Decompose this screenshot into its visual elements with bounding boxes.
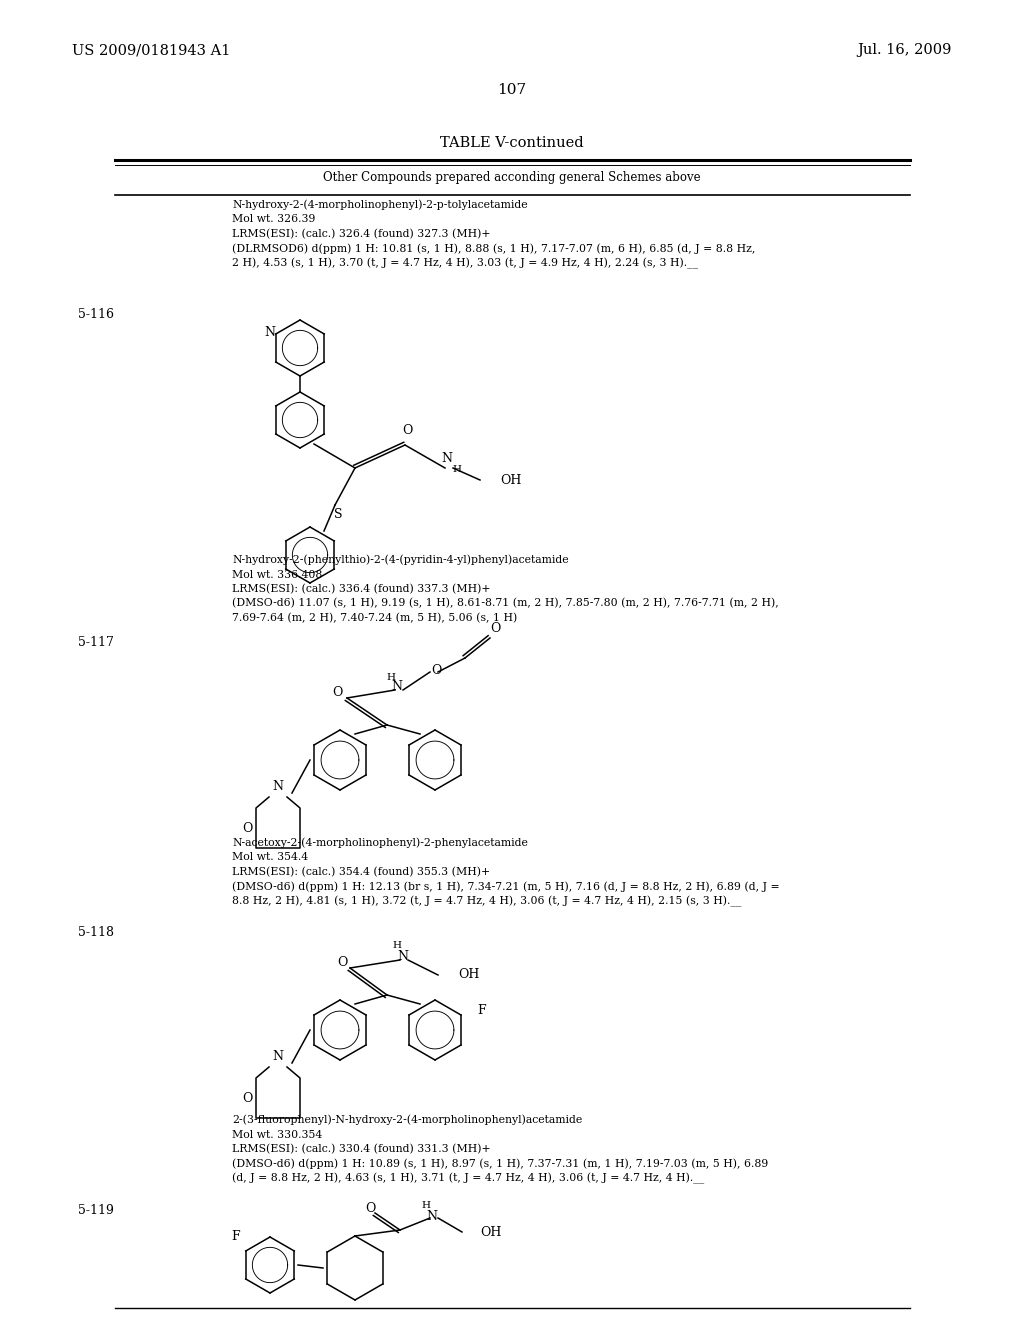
Text: H: H: [453, 466, 462, 474]
Text: N: N: [272, 1049, 284, 1063]
Text: Mol wt. 336.408: Mol wt. 336.408: [232, 569, 323, 579]
Text: TABLE V-continued: TABLE V-continued: [440, 136, 584, 150]
Text: N-hydroxy-2-(phenylthio)-2-(4-(pyridin-4-yl)phenyl)acetamide: N-hydroxy-2-(phenylthio)-2-(4-(pyridin-4…: [232, 554, 568, 565]
Text: N: N: [397, 950, 409, 964]
Text: S: S: [334, 508, 342, 521]
Text: N: N: [427, 1209, 437, 1222]
Text: N: N: [264, 326, 275, 338]
Text: (DMSO-d6) d(ppm) 1 H: 12.13 (br s, 1 H), 7.34-7.21 (m, 5 H), 7.16 (d, J = 8.8 Hz: (DMSO-d6) d(ppm) 1 H: 12.13 (br s, 1 H),…: [232, 882, 779, 892]
Text: 5-118: 5-118: [78, 925, 114, 939]
Text: Mol wt. 354.4: Mol wt. 354.4: [232, 853, 308, 862]
Text: O: O: [431, 664, 441, 676]
Text: H: H: [392, 941, 401, 950]
Text: H: H: [422, 1200, 430, 1209]
Text: 5-117: 5-117: [78, 636, 114, 649]
Text: OH: OH: [500, 474, 521, 487]
Text: (DLRMSOD6) d(ppm) 1 H: 10.81 (s, 1 H), 8.88 (s, 1 H), 7.17-7.07 (m, 6 H), 6.85 (: (DLRMSOD6) d(ppm) 1 H: 10.81 (s, 1 H), 8…: [232, 243, 756, 253]
Text: LRMS(ESI): (calc.) 354.4 (found) 355.3 (MH)+: LRMS(ESI): (calc.) 354.4 (found) 355.3 (…: [232, 867, 490, 878]
Text: Mol wt. 330.354: Mol wt. 330.354: [232, 1130, 323, 1139]
Text: LRMS(ESI): (calc.) 336.4 (found) 337.3 (MH)+: LRMS(ESI): (calc.) 336.4 (found) 337.3 (…: [232, 583, 490, 594]
Text: O: O: [365, 1201, 375, 1214]
Text: N: N: [391, 681, 402, 693]
Text: (d, J = 8.8 Hz, 2 H), 4.63 (s, 1 H), 3.71 (t, J = 4.7 Hz, 4 H), 3.06 (t, J = 4.7: (d, J = 8.8 Hz, 2 H), 4.63 (s, 1 H), 3.7…: [232, 1172, 705, 1184]
Text: F: F: [231, 1230, 240, 1243]
Text: O: O: [489, 622, 500, 635]
Text: Mol wt. 326.39: Mol wt. 326.39: [232, 214, 315, 224]
Text: 8.8 Hz, 2 H), 4.81 (s, 1 H), 3.72 (t, J = 4.7 Hz, 4 H), 3.06 (t, J = 4.7 Hz, 4 H: 8.8 Hz, 2 H), 4.81 (s, 1 H), 3.72 (t, J …: [232, 895, 741, 907]
Text: 5-116: 5-116: [78, 309, 114, 322]
Text: O: O: [242, 821, 252, 834]
Text: (DMSO-d6) d(ppm) 1 H: 10.89 (s, 1 H), 8.97 (s, 1 H), 7.37-7.31 (m, 1 H), 7.19-7.: (DMSO-d6) d(ppm) 1 H: 10.89 (s, 1 H), 8.…: [232, 1158, 768, 1168]
Text: (DMSO-d6) 11.07 (s, 1 H), 9.19 (s, 1 H), 8.61-8.71 (m, 2 H), 7.85-7.80 (m, 2 H),: (DMSO-d6) 11.07 (s, 1 H), 9.19 (s, 1 H),…: [232, 598, 778, 609]
Text: N-acetoxy-2-(4-morpholinophenyl)-2-phenylacetamide: N-acetoxy-2-(4-morpholinophenyl)-2-pheny…: [232, 838, 528, 849]
Text: 5-119: 5-119: [78, 1204, 114, 1217]
Text: OH: OH: [480, 1225, 502, 1238]
Text: Other Compounds prepared acconding general Schemes above: Other Compounds prepared acconding gener…: [324, 172, 700, 185]
Text: 107: 107: [498, 83, 526, 96]
Text: OH: OH: [458, 969, 479, 982]
Text: Jul. 16, 2009: Jul. 16, 2009: [858, 44, 952, 57]
Text: O: O: [401, 425, 413, 437]
Text: N-hydroxy-2-(4-morpholinophenyl)-2-p-tolylacetamide: N-hydroxy-2-(4-morpholinophenyl)-2-p-tol…: [232, 199, 527, 210]
Text: O: O: [242, 1092, 252, 1105]
Text: O: O: [332, 686, 342, 700]
Text: 2 H), 4.53 (s, 1 H), 3.70 (t, J = 4.7 Hz, 4 H), 3.03 (t, J = 4.9 Hz, 4 H), 2.24 : 2 H), 4.53 (s, 1 H), 3.70 (t, J = 4.7 Hz…: [232, 257, 698, 269]
Text: O: O: [337, 956, 347, 969]
Text: US 2009/0181943 A1: US 2009/0181943 A1: [72, 44, 230, 57]
Text: F: F: [477, 1003, 485, 1016]
Text: LRMS(ESI): (calc.) 326.4 (found) 327.3 (MH)+: LRMS(ESI): (calc.) 326.4 (found) 327.3 (…: [232, 228, 490, 239]
Text: N: N: [272, 780, 284, 792]
Text: 2-(3-fluorophenyl)-N-hydroxy-2-(4-morpholinophenyl)acetamide: 2-(3-fluorophenyl)-N-hydroxy-2-(4-morpho…: [232, 1114, 583, 1125]
Text: 7.69-7.64 (m, 2 H), 7.40-7.24 (m, 5 H), 5.06 (s, 1 H): 7.69-7.64 (m, 2 H), 7.40-7.24 (m, 5 H), …: [232, 612, 517, 623]
Text: LRMS(ESI): (calc.) 330.4 (found) 331.3 (MH)+: LRMS(ESI): (calc.) 330.4 (found) 331.3 (…: [232, 1144, 490, 1154]
Text: H: H: [386, 672, 395, 681]
Text: N: N: [441, 451, 453, 465]
